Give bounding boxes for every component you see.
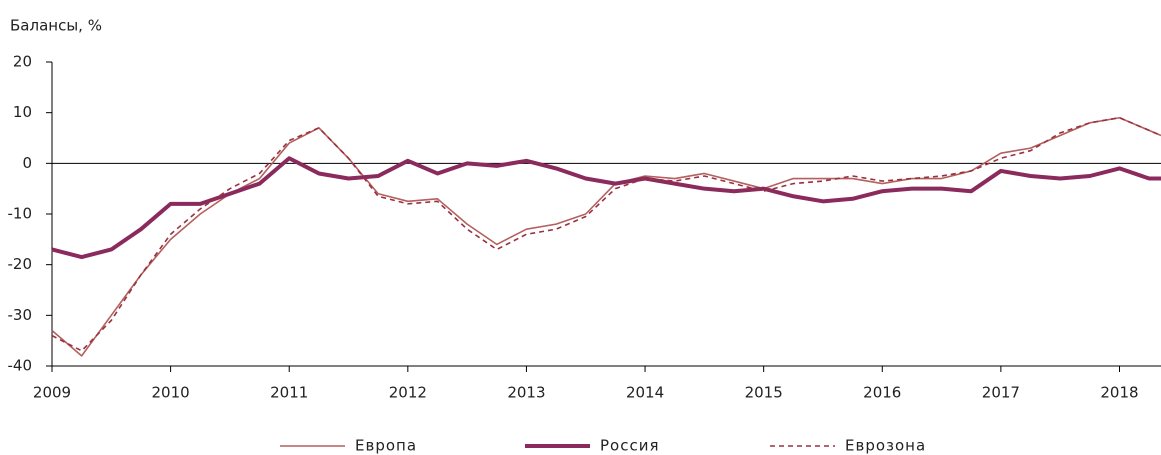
x-tick-label: 2017 (982, 384, 1020, 402)
series-line (51, 156, 1161, 260)
legend-label: Еврозона (845, 437, 926, 455)
legend-label: Европа (355, 437, 417, 455)
legend-label: Россия (600, 437, 660, 455)
y-tick-label: -30 (8, 306, 33, 324)
y-tick-label: 20 (13, 53, 32, 71)
x-tick-label: 2015 (745, 384, 783, 402)
x-tick-label: 2011 (270, 384, 308, 402)
series-line (51, 116, 1161, 357)
x-tick-label: 2018 (1100, 384, 1138, 402)
x-tick-label: 2013 (507, 384, 545, 402)
x-tick-label: 2016 (863, 384, 901, 402)
x-tick-label: 2014 (626, 384, 664, 402)
y-tick-label: 10 (13, 103, 32, 121)
y-axis-title: Балансы, % (10, 17, 102, 35)
y-tick-label: 0 (22, 154, 32, 172)
x-tick-label: 2009 (33, 384, 71, 402)
x-tick-label: 2012 (389, 384, 427, 402)
x-tick-label: 2010 (152, 384, 190, 402)
y-tick-label: -20 (8, 255, 33, 273)
y-tick-label: -40 (8, 357, 33, 375)
series-line (51, 116, 1161, 352)
y-tick-label: -10 (8, 205, 33, 223)
